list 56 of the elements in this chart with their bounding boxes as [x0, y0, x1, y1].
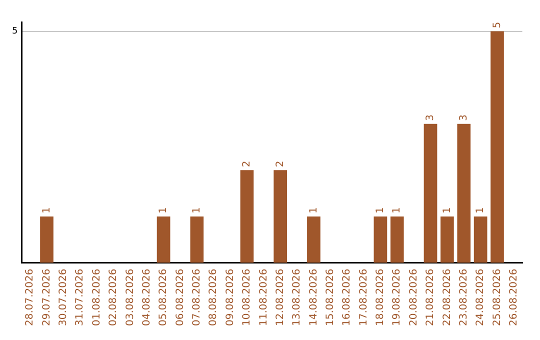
- data-label: 1: [192, 207, 203, 214]
- x-tick-label: 14.08.2026: [308, 268, 320, 326]
- bar: [374, 216, 388, 263]
- x-tick-label: 17.08.2026: [358, 268, 370, 326]
- x-tick-label: 16.08.2026: [342, 268, 353, 326]
- x-tick-label: 31.07.2026: [74, 268, 86, 326]
- bar: [390, 216, 404, 263]
- x-tick-label: 25.08.2026: [492, 268, 503, 326]
- x-tick-label: 13.08.2026: [292, 268, 303, 326]
- x-tick-label: 04.08.2026: [141, 268, 152, 326]
- bar: [274, 170, 288, 263]
- bar: [424, 124, 438, 263]
- x-tick-label: 15.08.2026: [324, 268, 336, 326]
- data-label: 3: [425, 114, 436, 121]
- bar: [240, 170, 254, 263]
- x-tick-label: 09.08.2026: [224, 268, 236, 326]
- x-tick-label: 30.07.2026: [58, 268, 70, 326]
- data-label: 3: [458, 114, 470, 121]
- bar: [190, 216, 204, 263]
- data-label: 2: [242, 160, 253, 168]
- bar: [474, 216, 488, 263]
- x-tick-label: 02.08.2026: [108, 268, 120, 326]
- x-tick-label: 23.08.2026: [458, 268, 470, 326]
- data-label: 1: [158, 207, 170, 214]
- data-label: 1: [308, 207, 320, 214]
- x-tick-label: 11.08.2026: [258, 268, 270, 326]
- x-tick-label: 21.08.2026: [425, 268, 436, 326]
- x-tick-label: 10.08.2026: [242, 268, 253, 326]
- x-tick-label: 26.08.2026: [508, 268, 520, 326]
- x-tick-label: 12.08.2026: [274, 268, 286, 326]
- x-tick-label: 03.08.2026: [124, 268, 136, 326]
- x-tick-label: 01.08.2026: [91, 268, 102, 326]
- x-tick-label: 20.08.2026: [408, 268, 420, 326]
- data-label: 1: [41, 207, 52, 214]
- x-tick-label: 07.08.2026: [192, 268, 203, 326]
- data-label: 1: [475, 207, 486, 214]
- data-label: 5: [492, 22, 503, 28]
- bar: [490, 31, 504, 263]
- x-tick-label: 18.08.2026: [375, 268, 386, 326]
- bar: [40, 216, 54, 263]
- bar: [307, 216, 320, 263]
- x-tick-label: 06.08.2026: [174, 268, 186, 326]
- x-tick-label: 19.08.2026: [392, 268, 403, 326]
- bar: [457, 124, 471, 263]
- data-label: 1: [442, 207, 453, 214]
- data-label: 1: [375, 207, 386, 214]
- x-tick-label: 28.07.2026: [24, 268, 36, 326]
- data-label: 1: [392, 207, 403, 214]
- bar: [156, 216, 170, 263]
- x-tick-label: 08.08.2026: [208, 268, 220, 326]
- x-tick-label: 22.08.2026: [442, 268, 453, 326]
- x-tick-label: 05.08.2026: [158, 268, 170, 326]
- x-tick-label: 29.07.2026: [41, 268, 52, 326]
- data-label: 2: [274, 160, 286, 168]
- x-tick-label: 24.08.2026: [475, 268, 486, 326]
- bar: [440, 216, 454, 263]
